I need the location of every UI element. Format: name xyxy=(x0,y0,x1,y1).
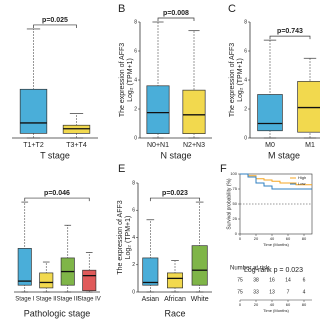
at-risk-count: 13 xyxy=(269,289,275,295)
box xyxy=(82,269,97,291)
legend-label: High xyxy=(298,175,306,180)
x-tick-label: Stage II xyxy=(36,297,57,303)
x-tick-label: 0 xyxy=(239,302,242,307)
box xyxy=(182,89,206,135)
box xyxy=(257,94,283,132)
x-tick-label: Asian xyxy=(142,296,160,303)
box xyxy=(142,257,159,286)
y-tick-label: 6 xyxy=(244,48,247,54)
x-axis-label: Race xyxy=(164,308,185,318)
at-risk-count: 14 xyxy=(285,277,291,283)
x-tick-label: Stage III xyxy=(57,297,80,303)
survival-curve xyxy=(240,173,312,190)
panel-label: C xyxy=(228,3,236,15)
significance-bracket xyxy=(269,35,311,40)
y-tick-label: 2 xyxy=(244,106,247,112)
x-axis-label: N stage xyxy=(160,150,191,160)
x-tick-label: T3+T4 xyxy=(66,142,87,149)
at-risk-count: 16 xyxy=(269,277,275,283)
x-tick-label: White xyxy=(191,296,209,303)
x-axis-label: Time (Months) xyxy=(263,308,289,313)
y-axis-label: Log₂ (TPM+1) xyxy=(125,216,132,260)
x-axis-label: Pathologic stage xyxy=(24,308,91,318)
p-value: p=0.025 xyxy=(42,17,68,24)
y-tick-label: 8 xyxy=(134,19,137,25)
x-tick-label: 60 xyxy=(286,302,291,307)
significance-bracket xyxy=(157,17,195,21)
x-tick-label: 20 xyxy=(254,302,259,307)
y-axis-label: Log₂ (TPM+1) xyxy=(237,58,244,102)
x-tick-label: 20 xyxy=(254,236,259,241)
box xyxy=(191,245,208,286)
box xyxy=(167,272,183,289)
y-tick-label: 50 xyxy=(233,201,238,206)
legend-label: Low xyxy=(298,181,305,186)
p-value: p=0.023 xyxy=(162,190,188,197)
x-tick-label: Stage IV xyxy=(78,297,101,303)
panel-label: F xyxy=(220,163,227,175)
y-axis-label: The expression of AFF3 xyxy=(119,43,126,117)
x-tick-label: 60 xyxy=(286,236,291,241)
x-tick-label: N0+N1 xyxy=(147,142,169,149)
y-axis-label: Log₂ (TPM+1) xyxy=(127,58,134,102)
significance-bracket xyxy=(149,197,201,202)
significance-bracket xyxy=(24,197,90,202)
x-axis-label: Time (Months) xyxy=(263,242,289,247)
y-tick-label: 8 xyxy=(244,19,247,25)
x-tick-label: T1+T2 xyxy=(23,142,44,149)
at-risk-count: 4 xyxy=(303,289,306,295)
significance-bracket xyxy=(33,24,77,28)
y-tick-label: 2 xyxy=(134,106,137,112)
box xyxy=(19,88,48,134)
x-tick-label: 40 xyxy=(270,302,275,307)
at-risk-count: 33 xyxy=(253,289,259,295)
x-tick-label: 80 xyxy=(302,236,307,241)
y-axis-label: The expression of AFF3 xyxy=(117,200,124,274)
y-tick-label: 0 xyxy=(134,135,137,141)
box xyxy=(39,272,54,289)
x-tick-label: N2+N3 xyxy=(183,142,205,149)
panel-label: B xyxy=(118,3,125,15)
at-risk-count: 38 xyxy=(253,277,259,283)
p-value: p=0.743 xyxy=(277,28,303,35)
x-tick-label: 0 xyxy=(239,236,242,241)
at-risk-count: 75 xyxy=(237,289,243,295)
box xyxy=(17,248,32,286)
y-tick-label: 4 xyxy=(132,235,135,241)
risk-title: Number at risk xyxy=(230,266,270,272)
y-tick-label: 8 xyxy=(132,180,135,186)
y-tick-label: 4 xyxy=(244,77,247,83)
x-tick-label: Stage I xyxy=(15,297,34,303)
x-tick-label: 80 xyxy=(302,302,307,307)
p-value: p=0.046 xyxy=(44,190,70,197)
box xyxy=(146,85,170,135)
x-tick-label: M0 xyxy=(265,142,275,149)
y-tick-label: 75 xyxy=(233,186,238,191)
y-tick-label: 0 xyxy=(235,231,238,236)
y-tick-label: 2 xyxy=(132,262,135,268)
at-risk-count: 6 xyxy=(303,277,306,283)
y-tick-label: 4 xyxy=(134,77,137,83)
y-tick-label: 0 xyxy=(244,135,247,141)
p-value: p=0.008 xyxy=(163,10,189,17)
box xyxy=(297,81,320,133)
y-axis-label: The expression of AFF3 xyxy=(229,43,236,117)
x-tick-label: 40 xyxy=(270,236,275,241)
y-tick-label: 25 xyxy=(233,216,238,221)
panel-label: E xyxy=(118,163,125,175)
annotation: Log-rank p = 0.023 xyxy=(244,267,303,274)
at-risk-count: 75 xyxy=(237,277,243,283)
x-tick-label: African xyxy=(164,296,186,303)
y-tick-label: 6 xyxy=(132,208,135,214)
x-tick-label: M1 xyxy=(305,142,315,149)
y-tick-label: 6 xyxy=(134,48,137,54)
at-risk-count: 7 xyxy=(287,289,290,295)
y-tick-label: 100 xyxy=(230,171,237,176)
y-tick-label: 0 xyxy=(132,289,135,295)
x-axis-label: M stage xyxy=(268,150,300,160)
x-axis-label: T stage xyxy=(40,150,70,160)
y-axis-label: Survival probability (%) xyxy=(226,178,232,229)
